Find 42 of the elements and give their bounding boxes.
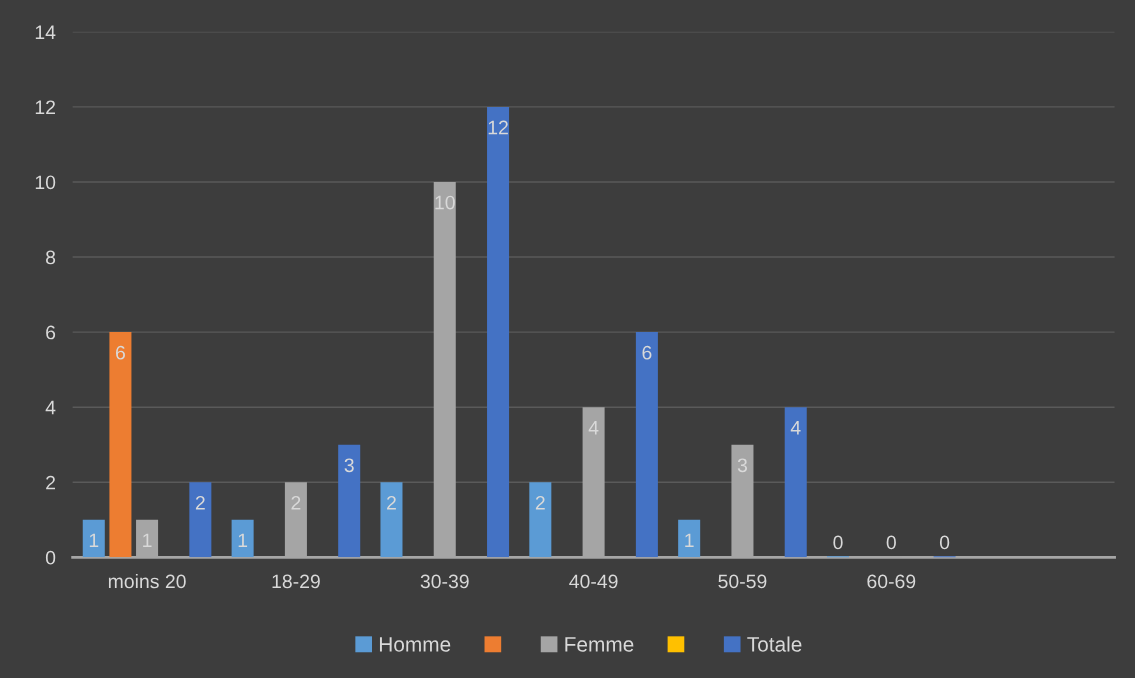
y-tick-label: 4 <box>45 400 56 415</box>
data-label: 6 <box>116 345 125 360</box>
bar <box>380 482 403 558</box>
x-tick-label: 60-69 <box>867 574 916 589</box>
y-tick-label: 0 <box>45 550 56 565</box>
x-tick-label: 18-29 <box>272 574 320 589</box>
bar <box>529 482 552 558</box>
data-label: 0 <box>939 535 950 550</box>
data-label: 2 <box>387 495 396 510</box>
x-tick-label: 40-49 <box>569 574 618 589</box>
data-label: 0 <box>833 535 843 550</box>
bar <box>635 332 658 558</box>
data-label: 1 <box>685 533 694 548</box>
data-label: 3 <box>344 458 354 473</box>
x-tick-label: moins 20 <box>108 573 186 589</box>
data-label: 1 <box>238 533 248 548</box>
bar <box>231 519 254 558</box>
y-tick-label: 14 <box>35 25 56 39</box>
data-label: 4 <box>790 421 801 435</box>
legend-label: Femme <box>565 637 634 652</box>
data-label: 1 <box>89 533 99 548</box>
legend-label: Totale <box>747 636 802 652</box>
data-label: 2 <box>195 495 205 510</box>
data-label: 0 <box>886 535 896 550</box>
y-tick-label: 6 <box>46 325 56 340</box>
bar <box>338 444 361 558</box>
x-tick-label: 30-39 <box>420 574 469 589</box>
bar <box>82 519 105 558</box>
y-tick-label: 12 <box>35 100 55 114</box>
data-label: 12 <box>488 120 508 135</box>
data-label: 2 <box>535 495 545 510</box>
data-label: 6 <box>642 345 652 360</box>
y-tick-label: 2 <box>46 475 55 490</box>
y-tick-label: 10 <box>35 175 56 190</box>
y-tick-label: 8 <box>46 250 56 265</box>
bar <box>487 106 510 558</box>
bar <box>784 407 807 558</box>
bar <box>189 482 212 558</box>
x-tick-label: 50-59 <box>718 574 767 589</box>
legend-label: Homme <box>379 637 451 652</box>
bar <box>678 519 701 558</box>
bar <box>109 332 132 558</box>
